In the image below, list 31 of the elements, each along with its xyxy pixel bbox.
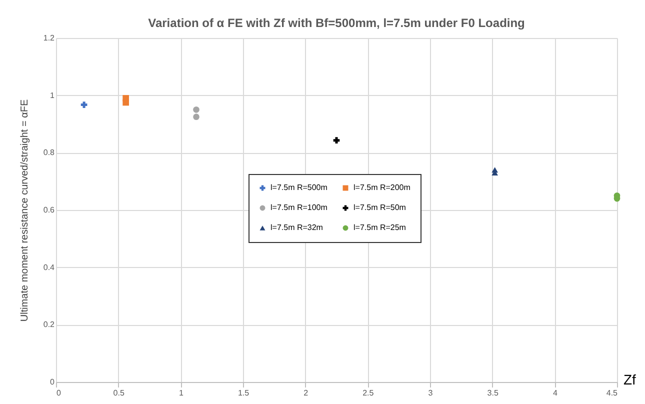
y-tick-label: 0.6	[43, 206, 56, 214]
y-tick-label: 0.4	[43, 262, 56, 272]
chart-title: Variation of α FE with Zf with Bf=500mm, l=7.5m under F0 Loading	[148, 16, 525, 30]
x-tick-label: 0.5	[113, 388, 125, 398]
point	[333, 137, 340, 144]
x-tick-label: 4.5	[606, 388, 618, 398]
point	[193, 114, 200, 120]
legend-label: l=7.5m R=200m	[354, 183, 411, 192]
x-tick-label: 0	[56, 388, 62, 398]
y-tick-label: 1	[50, 90, 56, 100]
x-tick-label: 4	[552, 388, 558, 398]
point	[193, 106, 200, 113]
x-tick-label: 2.5	[362, 388, 374, 398]
x-tick-label: 2	[304, 388, 309, 398]
y-tick-label: 0	[50, 378, 56, 386]
x-tick-label: 3.5	[487, 388, 499, 398]
x-axis-title: Zf	[624, 372, 636, 388]
y-tick-label: 0.2	[43, 320, 56, 330]
y-tick-label: 0.8	[43, 148, 56, 158]
x-tick-label: 1.5	[238, 388, 250, 398]
legend-label: l=7.5m R=25m	[354, 223, 406, 232]
y-tick-label: 1.2	[43, 34, 56, 42]
legend-label: l=7.5m R=100m	[270, 203, 328, 212]
point	[122, 99, 129, 106]
point	[80, 102, 88, 108]
x-tick-label: 3	[428, 388, 434, 398]
legend-label: l=7.5m R=50m	[354, 203, 406, 212]
x-tick-label: 1	[178, 388, 184, 398]
legend-label: l=7.5m R=32m	[270, 223, 324, 232]
y-axis-title: Ultimate moment resistance curved/straight = αFE	[19, 99, 30, 322]
legend-label: l=7.5m R=500m	[270, 183, 328, 192]
